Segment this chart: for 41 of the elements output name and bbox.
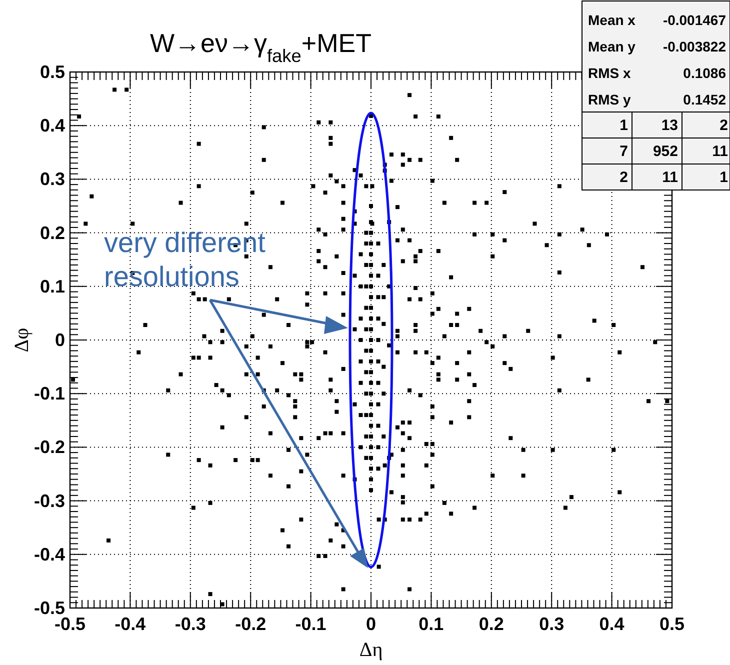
- annotation: 1: [620, 117, 628, 134]
- y-tick-label: 0: [54, 330, 65, 350]
- x-tick-label: 0: [366, 614, 376, 634]
- x-tick-label: -0.3: [174, 614, 206, 634]
- text: Mean y: [588, 38, 636, 54]
- y-tick-label: -0.2: [34, 437, 65, 458]
- y-tick-label: 0.5: [40, 62, 65, 82]
- y-tick-label: 0.3: [40, 169, 65, 190]
- text: 0.1086: [683, 65, 726, 81]
- annotation: 11: [662, 169, 678, 186]
- text: 2: [720, 117, 728, 134]
- text: Mean x: [588, 12, 636, 28]
- annotation: 2: [620, 169, 628, 186]
- y-tick-label: -0.4: [34, 544, 65, 564]
- annotation: RMS y: [588, 92, 631, 108]
- y-axis-title: Δφ: [11, 328, 33, 352]
- text: -0.001467: [662, 12, 726, 28]
- x-tick-label: 0.5: [659, 614, 685, 634]
- annotation: RMS x: [588, 65, 631, 81]
- y-tick-label: 0.1: [40, 276, 65, 296]
- x-tick-label: 0.3: [539, 614, 564, 634]
- x-tick-label: -0.4: [114, 614, 146, 634]
- text: 11: [712, 143, 728, 160]
- y-tick-label: 0.4: [40, 116, 65, 136]
- x-tick-label: 0.2: [478, 614, 504, 634]
- x-tick-label: -0.1: [295, 614, 326, 634]
- x-tick-label: 0.1: [418, 614, 444, 634]
- text: -0.003822: [662, 38, 726, 54]
- annotation: 7: [620, 143, 628, 160]
- chart-title: W→eν→γ$_{fake}$+MET: [150, 28, 372, 66]
- text: 0.1452: [683, 92, 726, 108]
- y-tick-label: -0.3: [34, 490, 65, 511]
- text: 1: [720, 169, 728, 186]
- x-tick-label: -0.2: [235, 614, 266, 634]
- x-tick-label: 0.4: [599, 614, 624, 634]
- annotation: 13: [661, 117, 678, 134]
- y-tick-label: -0.1: [34, 384, 65, 404]
- annotation: 952: [652, 143, 678, 160]
- annotation: very different resolutions: [104, 227, 266, 292]
- y-tick-label: 0.2: [40, 222, 65, 243]
- x-axis-title: Δη: [359, 639, 383, 661]
